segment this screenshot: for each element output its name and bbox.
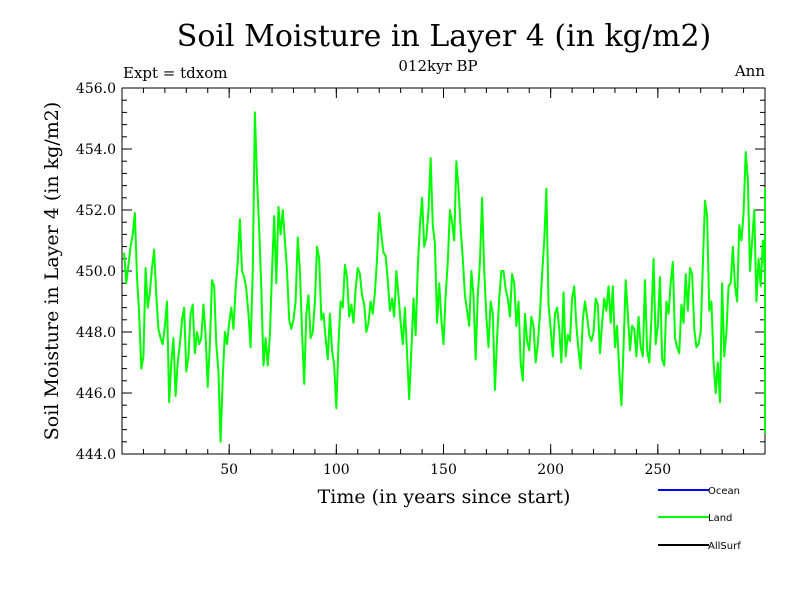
chart-title: Soil Moisture in Layer 4 (in kg/m2) [177,19,711,54]
x-tick-label: 200 [537,462,564,478]
experiment-label: Expt = tdxom [123,64,228,82]
series-line-land [123,111,766,443]
legend-label-allsurf: AllSurf [708,541,741,552]
legend-label-land: Land [708,513,732,524]
y-tick-label: 444.0 [76,447,116,463]
x-tick-label: 50 [220,462,238,478]
x-tick-label: 100 [323,462,350,478]
axis-ticks [122,87,765,455]
series-layer [123,111,766,443]
legend-label-ocean: Ocean [708,486,740,497]
y-axis-label: Soil Moisture in Layer 4 (in kg/m2) [41,102,63,441]
y-tick-label: 456.0 [76,81,116,97]
y-tick-label: 454.0 [76,142,116,158]
x-tick-label: 250 [644,462,671,478]
x-tick-label: 150 [430,462,457,478]
axis-tick-labels: 444.0 446.0 448.0 450.0 452.0 454.0 456.0 50 100… [76,81,671,478]
y-tick-label: 446.0 [76,386,116,402]
legend: Ocean Land AllSurf [658,486,741,552]
y-tick-label: 452.0 [76,203,116,219]
y-tick-label: 448.0 [76,325,116,341]
x-axis-label: Time (in years since start) [318,486,571,508]
season-label: Ann [734,62,765,80]
y-tick-label: 450.0 [76,264,116,280]
chart-subtitle: 012kyr BP [398,57,477,75]
